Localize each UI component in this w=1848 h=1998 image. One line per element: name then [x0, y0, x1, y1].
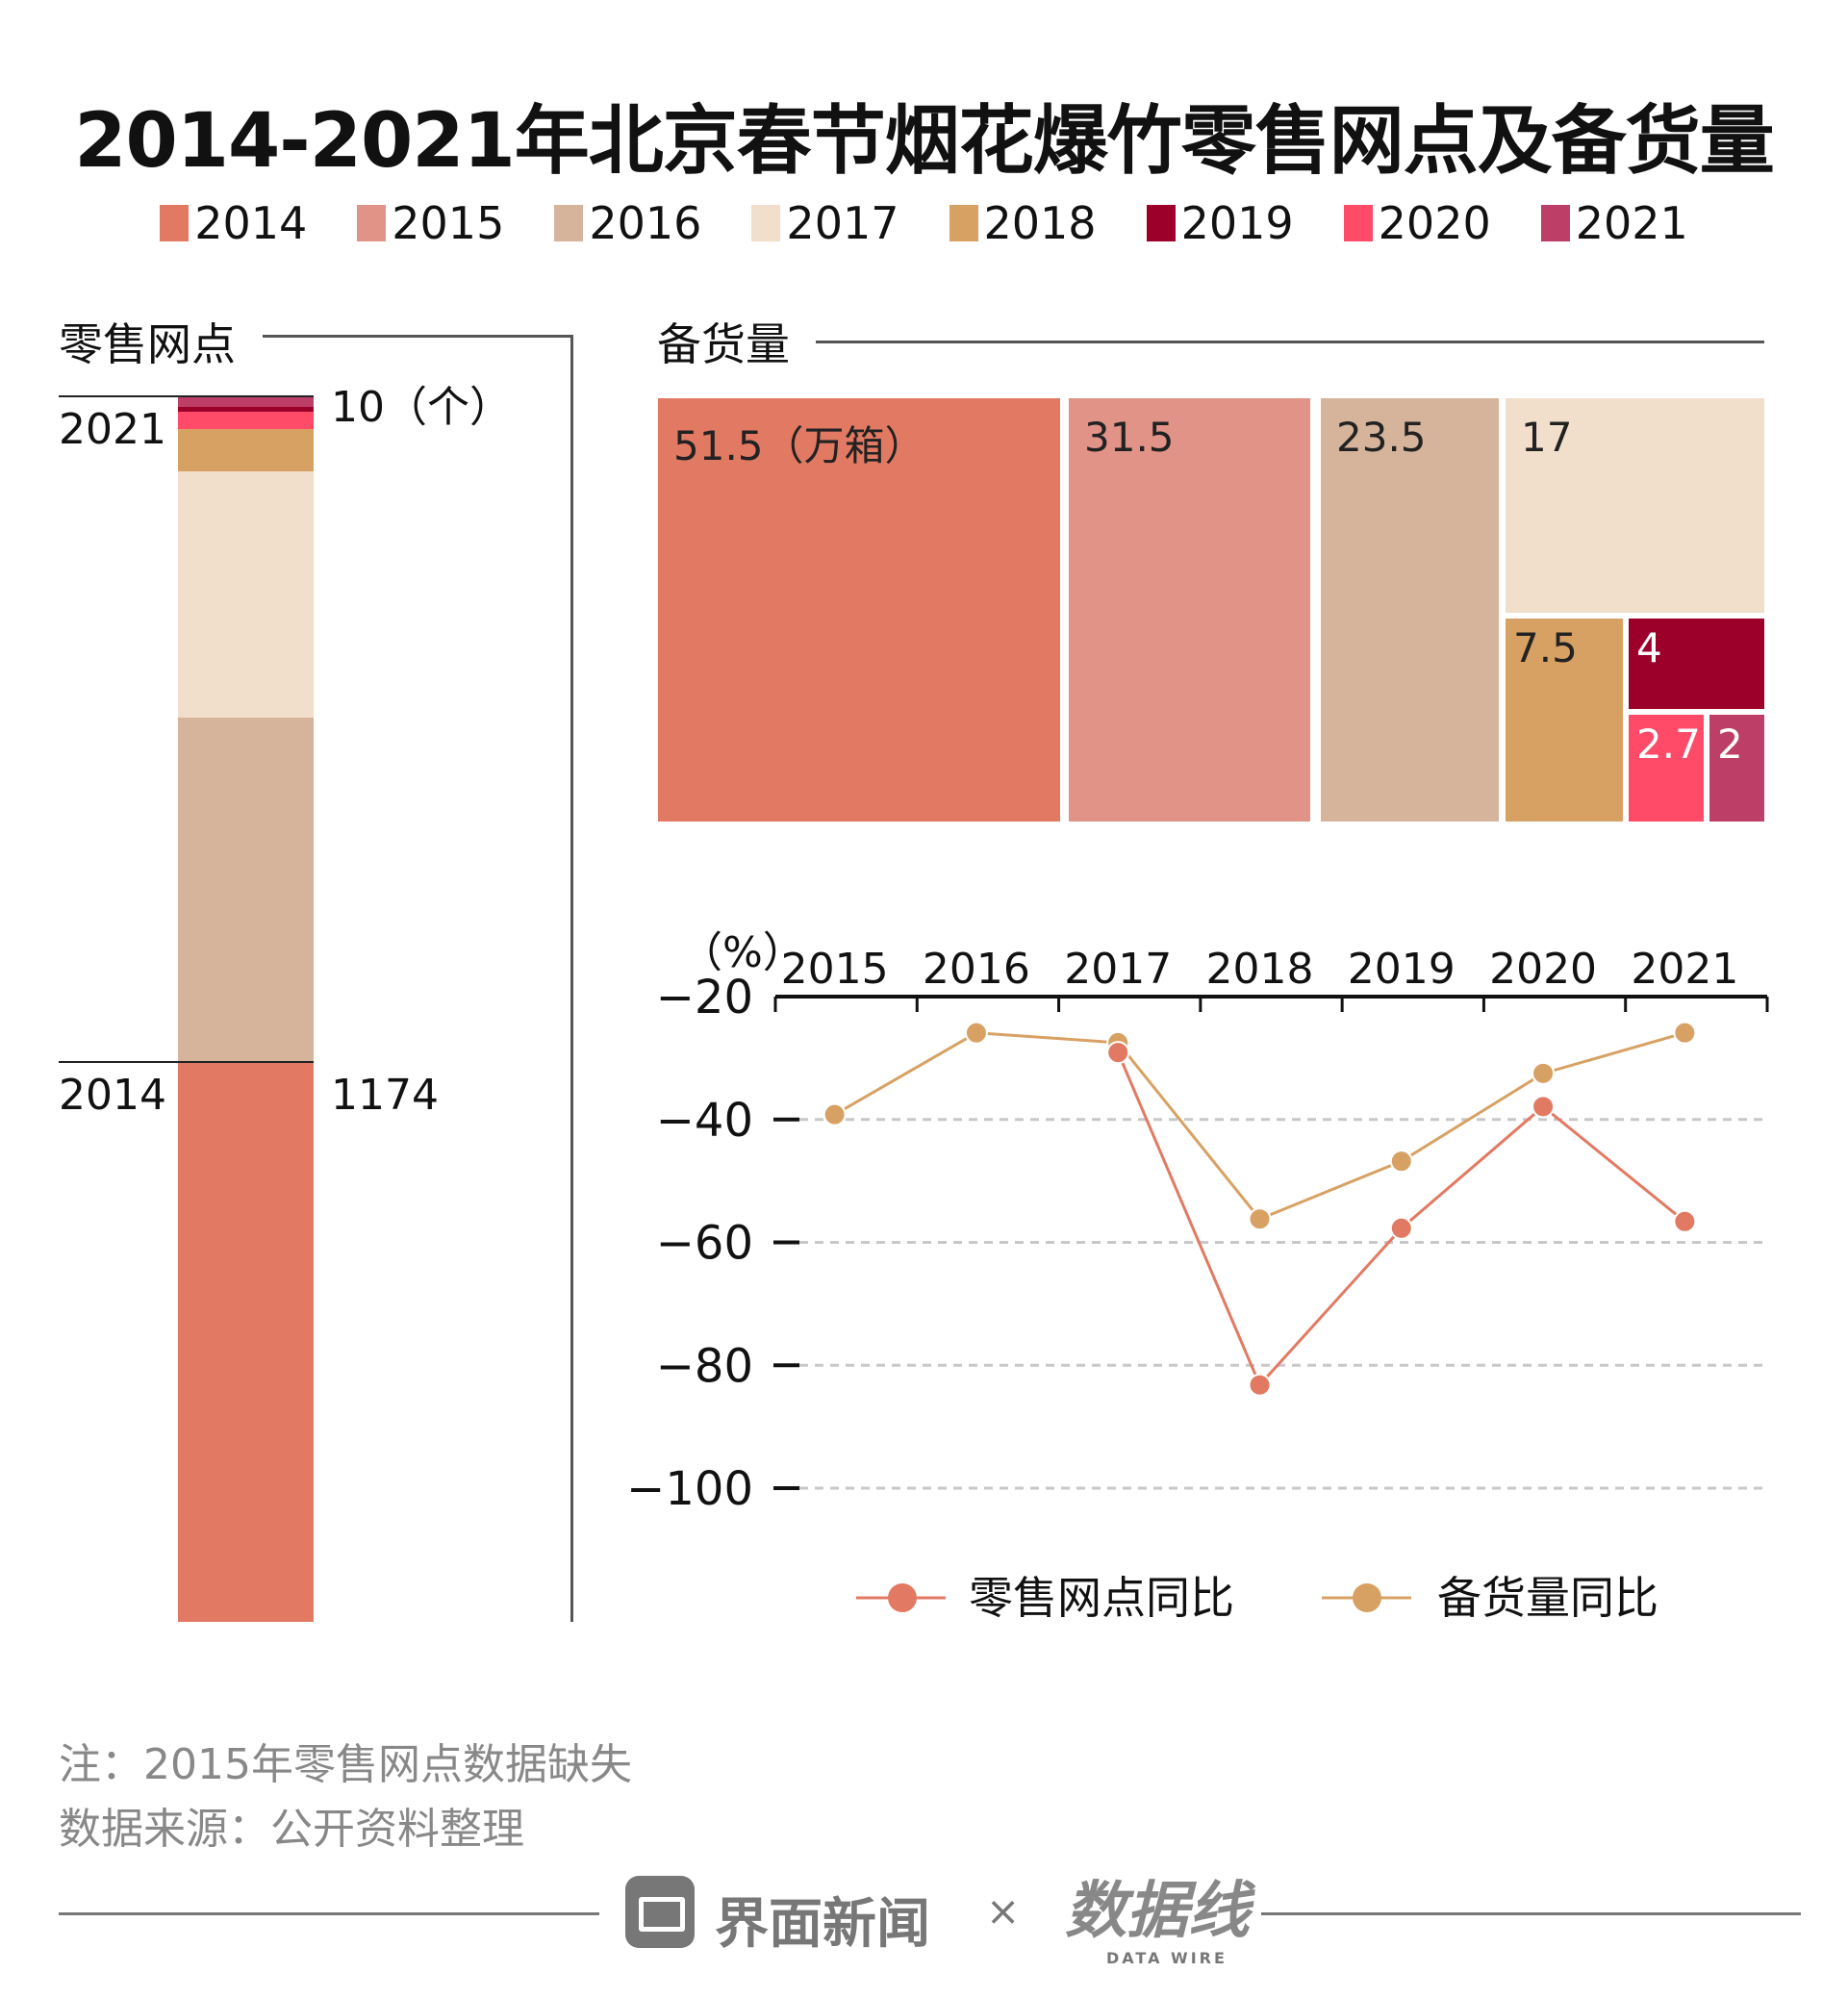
y-tick-label: −80 [656, 1339, 753, 1393]
legend-marker [1353, 1583, 1381, 1612]
marker-line-2021 [59, 395, 314, 397]
y-axis-unit: （%） [680, 928, 805, 977]
treemap-label: 23.5 [1336, 414, 1427, 461]
data-point [964, 1021, 988, 1045]
data-point [1248, 1373, 1272, 1397]
x-tick-label: 2019 [1348, 945, 1456, 994]
treemap-cell-2020: 2.7 [1626, 712, 1707, 824]
y-tick-label: −20 [656, 971, 753, 1024]
treemap-label: 7.5 [1513, 624, 1578, 671]
label-2014-value: 1174 [331, 1071, 439, 1121]
year-legend: 2014 2015 2016 2017 2018 2019 2020 2021 [0, 197, 1848, 249]
divider [263, 335, 573, 338]
data-point [1248, 1207, 1272, 1231]
treemap-cell-2015: 31.5 [1066, 395, 1313, 824]
x-tick-label: 2016 [923, 945, 1030, 994]
x-tick-label: 2017 [1064, 945, 1172, 994]
data-point [1532, 1061, 1556, 1085]
treemap-label: 2 [1717, 721, 1743, 768]
footer-divider [1261, 1912, 1801, 1915]
legend-label: 2019 [1180, 197, 1294, 249]
treemap-label: 31.5 [1084, 414, 1175, 461]
legend-swatch [357, 205, 387, 241]
data-point [823, 1102, 847, 1126]
legend-label: 2021 [1575, 197, 1688, 249]
jiemian-logo-icon [625, 1876, 695, 1948]
note-text: 注：2015年零售网点数据缺失 [59, 1740, 632, 1789]
data-point [1673, 1209, 1697, 1233]
x-tick-label: 2021 [1631, 945, 1738, 994]
legend-label: 2015 [392, 197, 505, 249]
legend-item-2015: 2015 [357, 197, 504, 249]
treemap-cell-2016: 23.5 [1318, 395, 1502, 824]
data-point [1106, 1041, 1130, 1065]
legend-label: 2017 [786, 197, 899, 249]
y-tick-label: −100 [626, 1462, 753, 1516]
legend-label: 备货量同比 [1437, 1572, 1658, 1624]
legend-item-2019: 2019 [1146, 197, 1294, 249]
treemap-cell-2017: 17 [1503, 395, 1767, 616]
retail-bar [178, 396, 314, 1622]
brand-name: 界面新闻 [715, 1893, 930, 1956]
datawire-sub: DATA WIRE [1106, 1949, 1228, 1967]
x-tick-label: 2018 [1206, 945, 1314, 994]
treemap-label: 4 [1636, 624, 1662, 671]
data-point [1532, 1095, 1556, 1119]
legend-label: 零售网点同比 [969, 1572, 1234, 1624]
legend-swatch [1343, 205, 1373, 241]
marker-line-2014 [59, 1061, 314, 1064]
legend-swatch [1146, 205, 1176, 241]
data-point [1673, 1021, 1697, 1045]
source-text: 数据来源：公开资料整理 [59, 1805, 524, 1854]
legend-swatch [1540, 205, 1570, 241]
legend-swatch [751, 205, 781, 241]
datawire-logo: 数据线 [1065, 1876, 1250, 1947]
treemap-label: 17 [1521, 414, 1573, 461]
legend-label: 2014 [194, 197, 308, 249]
legend-swatch [949, 205, 978, 241]
legend-marker [888, 1583, 917, 1612]
legend-item-2020: 2020 [1343, 197, 1491, 249]
divider [816, 341, 1764, 343]
treemap-cell-2014: 51.5（万箱） [655, 395, 1063, 824]
treemap-cell-2018: 7.5 [1503, 616, 1626, 824]
legend-item-2021: 2021 [1540, 197, 1688, 249]
legend-item-2017: 2017 [751, 197, 899, 249]
bar-segment-2021 [178, 396, 314, 407]
divider [570, 335, 573, 1622]
treemap-cell-2021: 2 [1707, 712, 1767, 824]
legend-label: 2020 [1378, 197, 1491, 249]
label-2014-year: 2014 [59, 1071, 166, 1121]
legend-swatch [554, 205, 584, 241]
data-point [1389, 1216, 1413, 1240]
treemap-label: 2.7 [1636, 721, 1701, 768]
retail-section-title: 零售网点 [59, 318, 236, 370]
legend-item-2014: 2014 [160, 197, 307, 249]
legend-swatch [160, 205, 190, 241]
chart-title: 2014-2021年北京春节烟花爆竹零售网点及备货量 [74, 98, 1775, 185]
data-point [1389, 1150, 1413, 1174]
stock-treemap: 51.5（万箱） 31.5 23.5 17 7.5 4 2.7 2 [655, 395, 1767, 824]
legend-label: 2016 [589, 197, 702, 249]
label-2021-value: 10（个） [331, 383, 512, 432]
treemap-label: 51.5（万箱） [673, 422, 925, 469]
y-tick-label: −40 [656, 1094, 753, 1148]
x-tick-label: 2020 [1489, 945, 1597, 994]
stock-section-title: 备货量 [657, 318, 790, 370]
y-tick-label: −60 [656, 1217, 753, 1271]
series-line-1 [833, 1031, 1685, 1222]
treemap-cell-2019: 4 [1626, 616, 1767, 712]
label-2021-year: 2021 [59, 405, 166, 454]
legend-label: 2018 [983, 197, 1097, 249]
legend-item-2016: 2016 [554, 197, 701, 249]
times-sign: × [986, 1887, 1021, 1935]
footer-divider [59, 1912, 599, 1915]
x-tick-label: 2015 [781, 945, 889, 994]
legend-item-2018: 2018 [949, 197, 1097, 249]
